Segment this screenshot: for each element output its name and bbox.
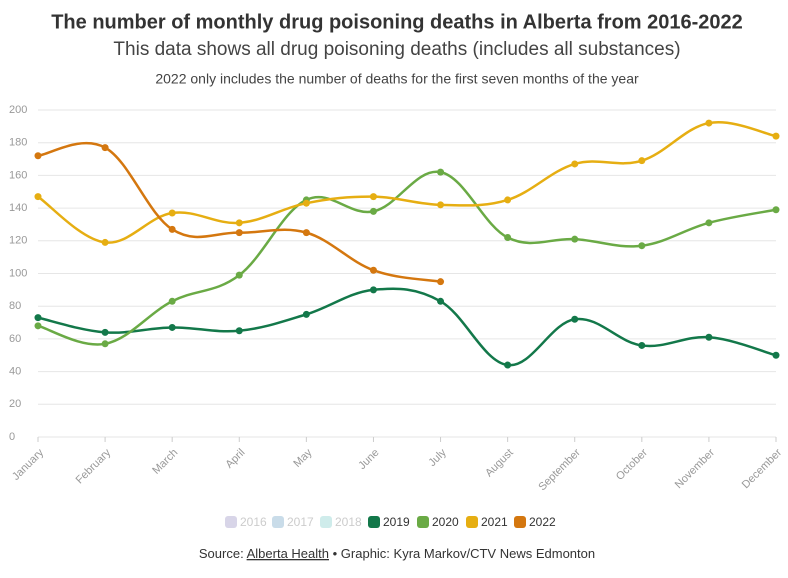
y-tick-label: 180 bbox=[9, 137, 27, 149]
x-tick-label: July bbox=[426, 446, 449, 469]
data-point bbox=[101, 328, 109, 336]
y-tick-label: 200 bbox=[9, 104, 27, 116]
data-point bbox=[437, 168, 445, 176]
data-point bbox=[571, 160, 579, 168]
series-line bbox=[37, 287, 777, 367]
data-point bbox=[504, 361, 512, 369]
legend-label: 2016 bbox=[240, 515, 267, 529]
data-point bbox=[101, 340, 109, 348]
data-point bbox=[235, 271, 243, 279]
legend-swatch bbox=[272, 516, 284, 528]
legend-item[interactable]: 2020 bbox=[417, 515, 459, 529]
data-point bbox=[571, 315, 579, 323]
legend-label: 2021 bbox=[481, 515, 508, 529]
data-point bbox=[369, 207, 377, 215]
y-tick-label: 160 bbox=[9, 169, 27, 181]
data-point bbox=[504, 234, 512, 242]
data-point bbox=[34, 152, 42, 160]
legend-label: 2019 bbox=[383, 515, 410, 529]
data-point bbox=[168, 297, 176, 305]
series-line bbox=[37, 121, 777, 244]
y-tick-label: 60 bbox=[9, 333, 21, 345]
legend-swatch bbox=[417, 516, 429, 528]
data-point bbox=[34, 314, 42, 322]
legend-item[interactable]: 2016 bbox=[225, 515, 267, 529]
data-point bbox=[369, 286, 377, 294]
legend-swatch bbox=[514, 516, 526, 528]
chart-subtitle: This data shows all drug poisoning death… bbox=[113, 39, 680, 60]
legend-label: 2022 bbox=[529, 515, 556, 529]
x-tick-label: March bbox=[150, 447, 180, 477]
x-tick-label: November bbox=[673, 446, 718, 491]
data-point bbox=[705, 219, 713, 227]
legend-label: 2017 bbox=[287, 515, 314, 529]
legend-swatch bbox=[466, 516, 478, 528]
series-line bbox=[37, 141, 441, 283]
y-tick-label: 80 bbox=[9, 300, 21, 312]
legend-label: 2020 bbox=[432, 515, 459, 529]
data-point bbox=[34, 193, 42, 201]
legend-swatch bbox=[368, 516, 380, 528]
legend-item[interactable]: 2017 bbox=[272, 515, 314, 529]
legend-item[interactable]: 2019 bbox=[368, 515, 410, 529]
data-point bbox=[235, 229, 243, 237]
chart-title: The number of monthly drug poisoning dea… bbox=[51, 11, 743, 33]
legend-item[interactable]: 2018 bbox=[320, 515, 362, 529]
data-point bbox=[168, 225, 176, 233]
data-point bbox=[571, 235, 579, 243]
series-line bbox=[37, 170, 777, 346]
legend-swatch bbox=[320, 516, 332, 528]
data-point bbox=[369, 266, 377, 274]
source-credit: • Graphic: Kyra Markov/CTV News Edmonton bbox=[333, 546, 595, 561]
x-tick-label: May bbox=[291, 446, 315, 470]
data-point bbox=[638, 157, 646, 165]
data-point bbox=[34, 322, 42, 330]
data-point bbox=[437, 278, 445, 286]
data-point bbox=[437, 297, 445, 305]
x-tick-label: April bbox=[223, 447, 247, 471]
chart-note: 2022 only includes the number of deaths … bbox=[155, 71, 639, 87]
x-tick-label: February bbox=[74, 446, 114, 486]
x-tick-label: September bbox=[536, 446, 583, 493]
y-tick-label: 40 bbox=[9, 366, 21, 378]
source-link[interactable]: Alberta Health bbox=[247, 546, 329, 561]
data-point bbox=[369, 193, 377, 201]
data-point bbox=[772, 351, 780, 359]
data-point bbox=[302, 310, 310, 318]
source: Source: Alberta Health • Graphic: Kyra M… bbox=[199, 546, 595, 561]
x-tick-label: August bbox=[483, 447, 516, 480]
data-point bbox=[504, 196, 512, 204]
data-point bbox=[772, 132, 780, 140]
legend-label: 2018 bbox=[335, 515, 362, 529]
y-tick-label: 120 bbox=[9, 235, 27, 247]
data-point bbox=[705, 119, 713, 127]
data-point bbox=[168, 209, 176, 217]
legend-item[interactable]: 2022 bbox=[514, 515, 556, 529]
data-point bbox=[638, 341, 646, 349]
data-point bbox=[302, 229, 310, 237]
data-point bbox=[705, 333, 713, 341]
x-tick-label: June bbox=[356, 447, 381, 472]
data-point bbox=[101, 144, 109, 152]
x-tick-label: December bbox=[740, 446, 785, 491]
data-point bbox=[235, 219, 243, 227]
data-point bbox=[101, 238, 109, 246]
data-point bbox=[168, 323, 176, 331]
legend-item[interactable]: 2021 bbox=[466, 515, 508, 529]
y-tick-label: 140 bbox=[9, 202, 27, 214]
data-point bbox=[772, 206, 780, 214]
y-tick-label: 100 bbox=[9, 267, 27, 279]
data-point bbox=[302, 199, 310, 207]
y-tick-label: 0 bbox=[9, 431, 15, 443]
x-tick-label: January bbox=[10, 446, 47, 483]
source-label: Source: bbox=[199, 546, 244, 561]
x-tick-label: October bbox=[614, 446, 650, 482]
data-point bbox=[235, 327, 243, 335]
data-point bbox=[437, 201, 445, 209]
data-point bbox=[638, 242, 646, 250]
legend-swatch bbox=[225, 516, 237, 528]
y-tick-label: 20 bbox=[9, 398, 21, 410]
